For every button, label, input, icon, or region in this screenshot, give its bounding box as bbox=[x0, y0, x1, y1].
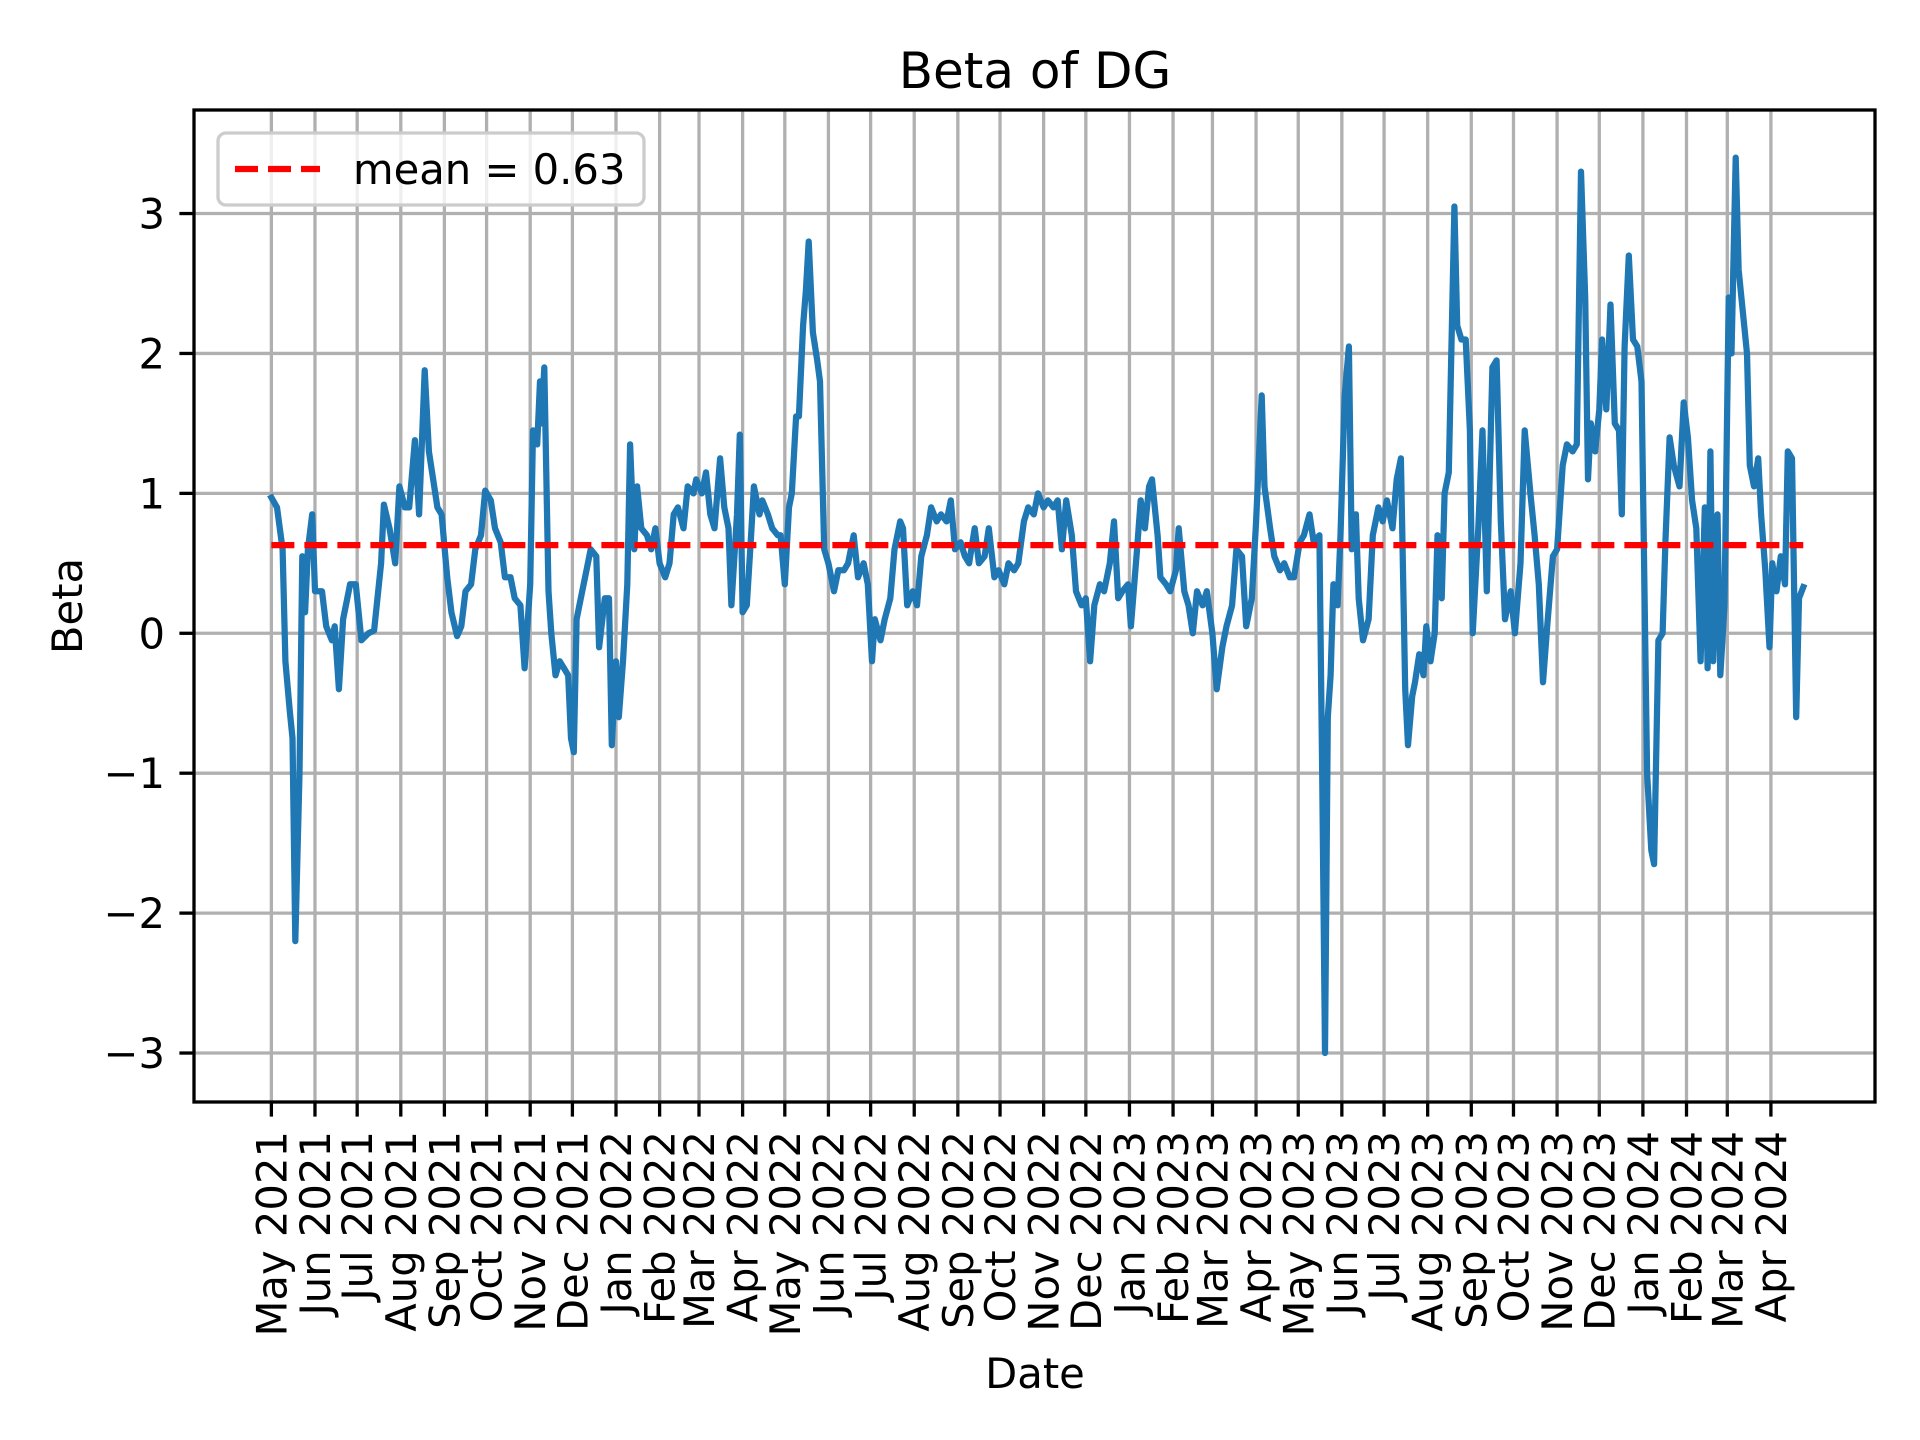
x-tick-label: Aug 2023 bbox=[1404, 1131, 1453, 1332]
x-tick-label: Nov 2022 bbox=[1020, 1131, 1069, 1332]
x-tick-label: Mar 2023 bbox=[1188, 1131, 1237, 1329]
grid-lines bbox=[194, 110, 1875, 1102]
legend-box bbox=[216, 131, 646, 207]
y-tick-label: 3 bbox=[138, 190, 165, 239]
series-group bbox=[267, 154, 1808, 1057]
x-tick-label: Apr 2024 bbox=[1747, 1131, 1796, 1322]
x-tick-label: Apr 2023 bbox=[1232, 1131, 1281, 1322]
x-tick-label: Jun 2023 bbox=[1318, 1131, 1367, 1318]
y-tick-label: −3 bbox=[104, 1029, 165, 1078]
x-tick-label: Mar 2024 bbox=[1703, 1131, 1752, 1329]
x-tick-label: May 2023 bbox=[1274, 1131, 1323, 1337]
x-tick-label: Sep 2022 bbox=[934, 1131, 983, 1329]
x-tick-label: Oct 2022 bbox=[976, 1131, 1025, 1322]
x-tick-label: Jun 2022 bbox=[804, 1131, 853, 1318]
x-tick-label: Dec 2021 bbox=[548, 1131, 597, 1331]
y-tick-label: −2 bbox=[104, 889, 165, 938]
y-axis-label: Beta bbox=[43, 558, 92, 654]
x-tick-label: Sep 2023 bbox=[1447, 1131, 1496, 1329]
x-tick-label: Aug 2022 bbox=[890, 1131, 939, 1332]
x-tick-label: Jul 2021 bbox=[333, 1131, 382, 1304]
x-tick-label: Dec 2023 bbox=[1575, 1131, 1624, 1331]
y-tick-label: −1 bbox=[104, 749, 165, 798]
x-tick-label: Jan 2024 bbox=[1619, 1131, 1668, 1318]
plot-frame bbox=[192, 108, 1877, 1104]
x-tick-label: May 2021 bbox=[247, 1131, 296, 1337]
chart-title: Beta of DG bbox=[899, 42, 1172, 100]
legend: mean = 0.63 bbox=[216, 131, 646, 207]
x-tick-label: Dec 2022 bbox=[1062, 1131, 1111, 1331]
x-tick-label: May 2022 bbox=[761, 1131, 810, 1337]
x-axis-label: Date bbox=[985, 1349, 1085, 1398]
y-tick-label: 1 bbox=[138, 469, 165, 518]
x-tick-label: Jul 2023 bbox=[1360, 1131, 1409, 1304]
x-tick-label: Feb 2022 bbox=[636, 1131, 685, 1324]
x-tick-label: Mar 2022 bbox=[675, 1131, 724, 1329]
x-tick-label: Oct 2023 bbox=[1489, 1131, 1538, 1322]
x-tick-label: Feb 2023 bbox=[1149, 1131, 1198, 1324]
x-tick-label: Sep 2021 bbox=[420, 1131, 469, 1329]
x-tick-label: Oct 2021 bbox=[463, 1131, 512, 1322]
x-tick-label: Nov 2023 bbox=[1533, 1131, 1582, 1332]
x-tick-label: Jan 2022 bbox=[592, 1131, 641, 1318]
x-tick-label: Jan 2023 bbox=[1105, 1131, 1154, 1318]
series-line-beta bbox=[267, 154, 1808, 1057]
legend-mean-label: mean = 0.63 bbox=[353, 145, 625, 194]
x-tick-label: Nov 2021 bbox=[506, 1131, 555, 1332]
x-tick-label: Apr 2022 bbox=[719, 1131, 768, 1322]
y-tick-label: 2 bbox=[138, 329, 165, 378]
y-tick-label: 0 bbox=[138, 609, 165, 658]
x-tick-label: Jul 2022 bbox=[847, 1131, 896, 1304]
x-tick-label: Aug 2021 bbox=[377, 1131, 426, 1332]
x-tick-label: Feb 2024 bbox=[1663, 1131, 1712, 1324]
x-tick-label: Jun 2021 bbox=[291, 1131, 340, 1318]
